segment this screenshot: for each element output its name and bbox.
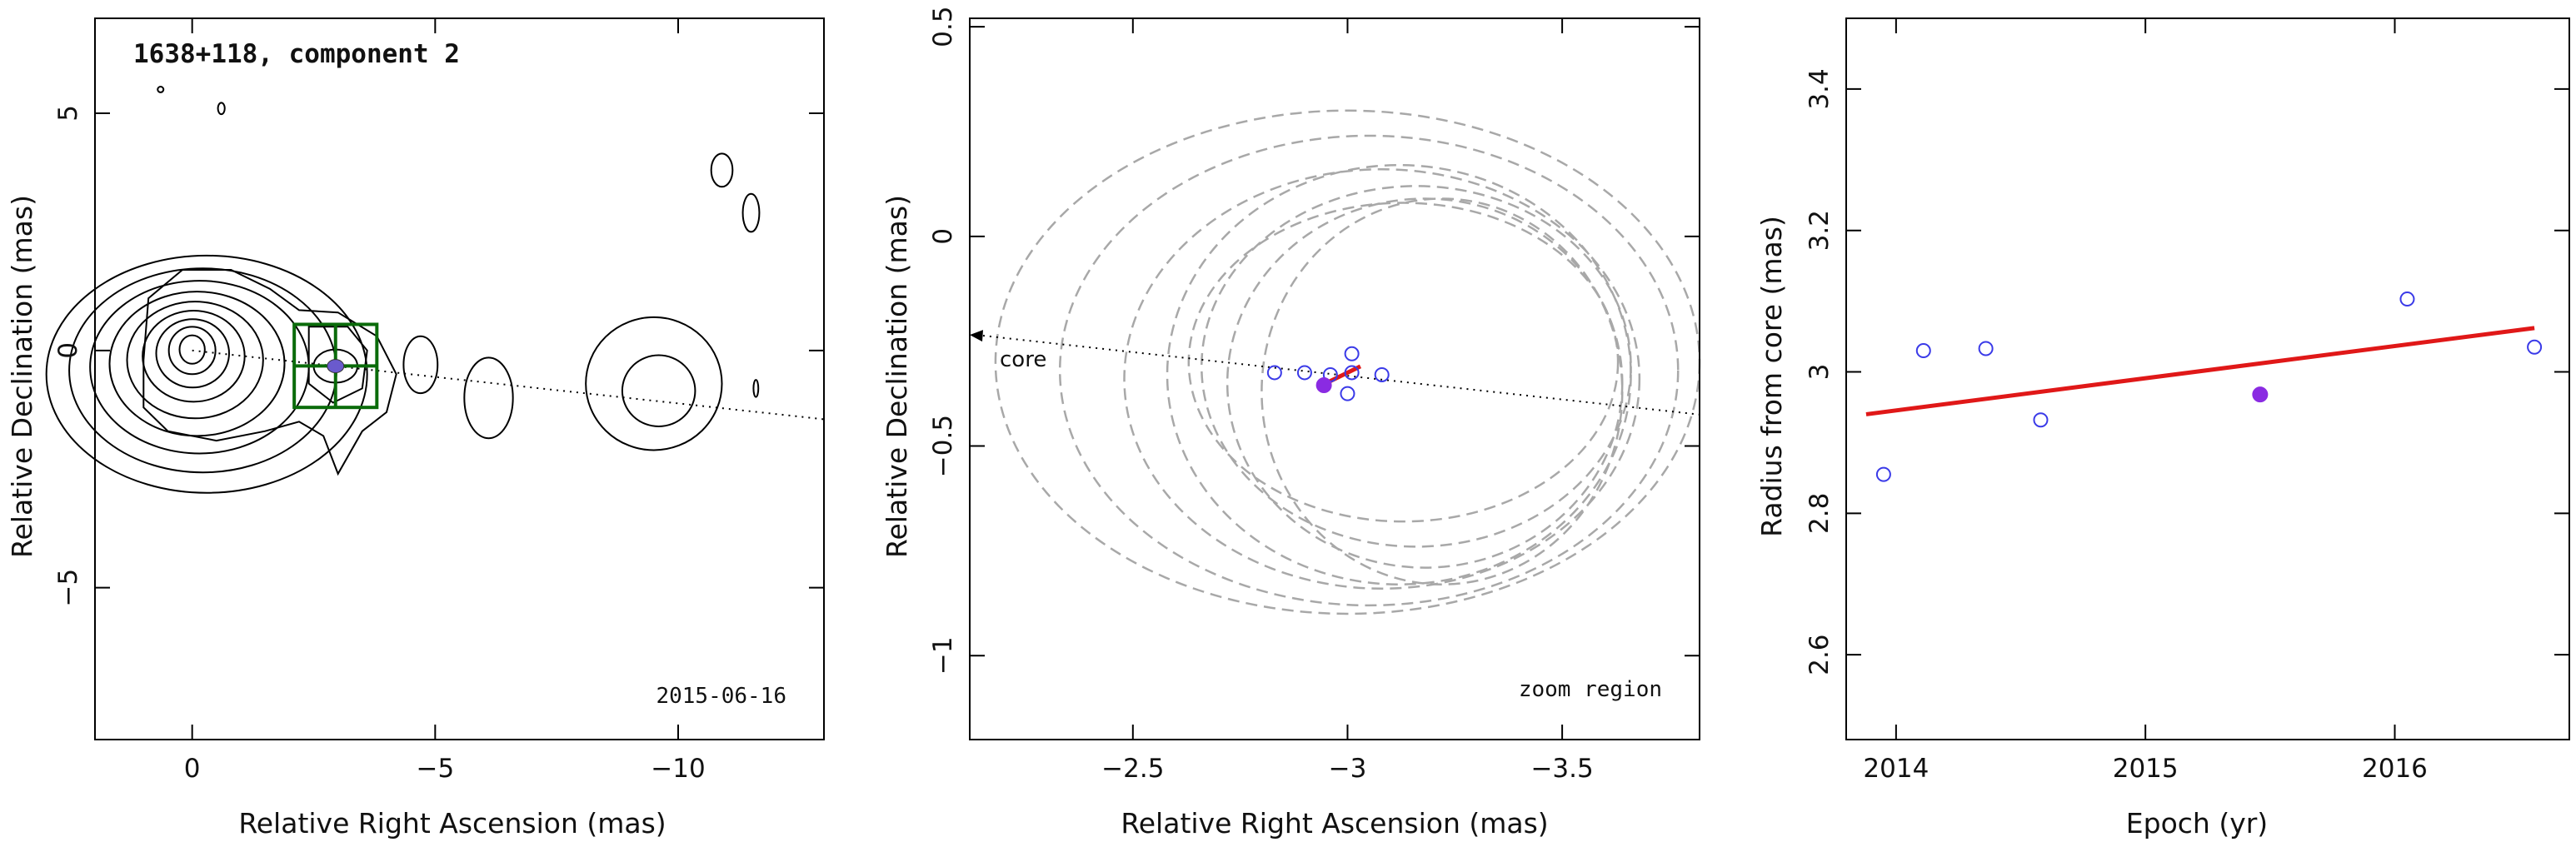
panel2-x-tick-label: −3.5 [1530, 754, 1593, 784]
contour-blob [621, 354, 696, 427]
epoch-point [2399, 291, 2415, 307]
core-label: core [1000, 347, 1046, 372]
panel3-y-tick-label: 3.4 [1805, 68, 1835, 109]
direction-line [976, 334, 1700, 416]
panel1-title: 1638+118, component 2 [133, 39, 460, 69]
fit-line [1865, 326, 2535, 416]
epoch-point [1266, 365, 1282, 381]
panel1-y-tick-label: −5 [53, 569, 83, 607]
panel-zoom-region: −2.5 −3 −3.5 0.5 0 −0.5 −1 zoom region core Re… [881, 6, 1701, 840]
epoch-point [1340, 386, 1355, 401]
epoch-point [2033, 412, 2049, 428]
error-ellipse [1187, 202, 1620, 523]
panel1-y-tick-label: 0 [53, 342, 83, 359]
contour-blob [217, 102, 226, 116]
contour-blob [741, 192, 761, 233]
panel-contour-map: 0 −5 −10 5 0 −5 1638+118, component 2 2015-06… [6, 17, 825, 840]
highlight-point [1315, 377, 1332, 394]
panel1-x-tick-label: −10 [651, 754, 705, 784]
error-ellipses [994, 109, 1701, 615]
core-contour [108, 291, 286, 437]
error-ellipse [1058, 134, 1680, 607]
panel2-x-axis-label: Relative Right Ascension (mas) [1121, 807, 1548, 840]
panel2-corner-label: zoom region [1519, 677, 1662, 702]
panel1-frame [94, 17, 825, 740]
panel3-y-axis-label: Radius from core (mas) [1755, 216, 1788, 537]
panel3-x-axis-label: Epoch (yr) [2126, 807, 2268, 840]
panel2-y-tick-label: −1 [928, 636, 958, 675]
panel1-x-tick-label: −5 [416, 754, 454, 784]
panel3-axes: 2014 2015 2016 2.6 2.8 3 3.2 3.4 [1805, 17, 2570, 784]
contour-blob [585, 316, 723, 451]
epoch-point [2527, 339, 2543, 355]
core-contour [167, 326, 217, 376]
epoch-point [1915, 343, 1931, 359]
panel1-x-tick-label: 0 [184, 754, 201, 784]
component-contour [307, 326, 368, 404]
epoch-point [1875, 466, 1891, 482]
error-ellipse [1226, 197, 1624, 569]
epoch-point [1978, 341, 1994, 356]
contour-blob [752, 379, 760, 398]
panel2-y-tick-label: 0 [928, 228, 958, 245]
panel3-x-tick-label: 2016 [2362, 754, 2428, 784]
panel3-y-tick-label: 3.2 [1805, 210, 1835, 251]
epoch-point [1374, 366, 1390, 382]
panel3-y-tick-label: 2.6 [1805, 634, 1835, 675]
panel1-y-axis-label: Relative Declination (mas) [6, 195, 38, 558]
panel1-axes: 0 −5 −10 5 0 −5 [53, 17, 825, 784]
panel2-x-tick-label: −3 [1329, 754, 1367, 784]
panel2-frame [969, 17, 1700, 740]
core-contour [45, 254, 368, 494]
panel1-y-tick-label: 5 [53, 105, 83, 122]
panel3-overlay [1865, 291, 2543, 482]
direction-line [192, 349, 825, 421]
jet-contour [142, 269, 397, 476]
epoch-point [1344, 346, 1360, 361]
error-ellipse [1123, 168, 1641, 590]
panel2-axes: −2.5 −3 −3.5 0.5 0 −0.5 −1 [928, 6, 1700, 784]
contour-blob [463, 356, 514, 440]
panel2-x-tick-label: −2.5 [1101, 754, 1164, 784]
highlight-point [2252, 386, 2269, 403]
contour-blob [710, 152, 734, 188]
contour-blob [402, 335, 439, 395]
core-contour [142, 309, 246, 403]
panel3-frame [1845, 17, 2570, 740]
panel2-overlay [970, 330, 1700, 416]
panel3-x-tick-label: 2015 [2113, 754, 2179, 784]
contour-lines [45, 86, 761, 494]
component-marker [327, 359, 345, 374]
panel3-y-tick-label: 3 [1805, 364, 1835, 381]
panel1-x-axis-label: Relative Right Ascension (mas) [238, 807, 666, 840]
panel2-y-tick-label: −0.5 [928, 415, 958, 477]
core-contour [155, 318, 230, 389]
epoch-point [1296, 365, 1312, 381]
core-contour [126, 301, 264, 420]
panel3-x-tick-label: 2014 [1863, 754, 1929, 784]
panel1-date-label: 2015-06-16 [656, 684, 786, 709]
core-arrowhead [970, 330, 983, 342]
panel3-y-tick-label: 2.8 [1805, 493, 1835, 534]
core-contour [178, 334, 206, 365]
panel2-y-tick-label: 0.5 [928, 6, 958, 47]
epoch-point [1344, 365, 1360, 381]
panel-radius-vs-epoch: 2014 2015 2016 2.6 2.8 3 3.2 3.4 Epoch (yr) Rad… [1755, 17, 2570, 840]
contour-blob [157, 86, 165, 93]
panel1-overlay [192, 322, 825, 421]
panel2-y-axis-label: Relative Declination (mas) [881, 195, 913, 558]
error-ellipse [994, 109, 1701, 615]
